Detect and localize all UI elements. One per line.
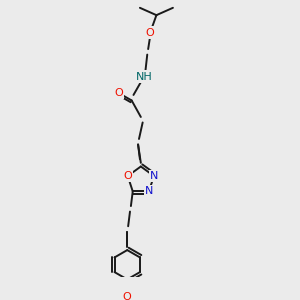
Text: N: N	[145, 186, 153, 197]
Text: O: O	[114, 88, 123, 98]
Text: O: O	[123, 292, 132, 300]
Text: O: O	[146, 28, 154, 38]
Text: NH: NH	[136, 72, 153, 82]
Text: N: N	[150, 171, 158, 181]
Text: O: O	[123, 171, 132, 181]
